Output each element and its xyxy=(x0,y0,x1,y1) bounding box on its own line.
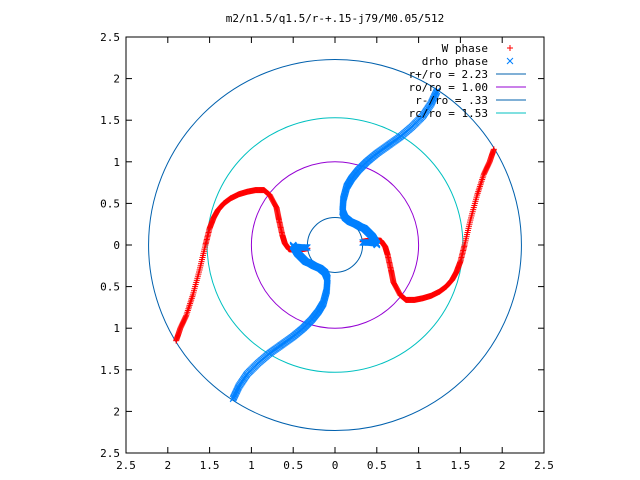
circle-series-3 xyxy=(250,161,420,329)
circle-series-5 xyxy=(206,117,464,373)
x-tick-label: 2.5 xyxy=(116,459,136,472)
legend-label: rc/ro = 1.53 xyxy=(409,107,488,120)
legend-marker xyxy=(507,45,513,51)
x-tick-label: 2 xyxy=(164,459,171,472)
y-tick-label: 2 xyxy=(113,73,120,86)
data-point xyxy=(359,239,366,246)
series-points xyxy=(173,87,497,403)
y-tick-label: 2.5 xyxy=(100,447,120,460)
y-tick-label: 1.5 xyxy=(100,114,120,127)
y-tick-label: 2 xyxy=(113,405,120,418)
data-point xyxy=(304,244,311,251)
y-tick-label: 1 xyxy=(113,322,120,335)
y-tick-label: 2.5 xyxy=(100,31,120,44)
y-tick-label: 0.5 xyxy=(100,197,120,210)
legend-label: r-/ro = .33 xyxy=(415,94,488,107)
y-tick-label: 0.5 xyxy=(100,281,120,294)
x-tick-label: 1.5 xyxy=(200,459,220,472)
legend-label: drho phase xyxy=(422,55,488,68)
y-tick-label: 1 xyxy=(113,156,120,169)
circle-series-2 xyxy=(148,58,522,432)
legend-marker xyxy=(506,57,514,65)
y-tick-label: 0 xyxy=(113,239,120,252)
x-tick-label: 0 xyxy=(332,459,339,472)
legend-label: r+/ro = 2.23 xyxy=(409,68,488,81)
y-tick-label: 1.5 xyxy=(100,364,120,377)
chart-title: m2/n1.5/q1.5/r-+.15-j79/M0.05/512 xyxy=(226,12,445,25)
legend-label: ro/ro = 1.00 xyxy=(409,81,488,94)
axis-ticks: 2.5 2 1.5 1 0.5 0 0.5 1 1.5 2 2.52.521.510.500.511… xyxy=(100,31,554,472)
x-tick-label: 1.5 xyxy=(450,459,470,472)
x-tick-label: 2 xyxy=(499,459,506,472)
x-tick-label: 0.5 xyxy=(283,459,303,472)
x-tick-label: 2.5 xyxy=(534,459,554,472)
x-tick-label: 0.5 xyxy=(367,459,387,472)
x-tick-label: 1 xyxy=(415,459,422,472)
legend-label: W phase xyxy=(442,42,488,55)
x-tick-label: 1 xyxy=(248,459,255,472)
